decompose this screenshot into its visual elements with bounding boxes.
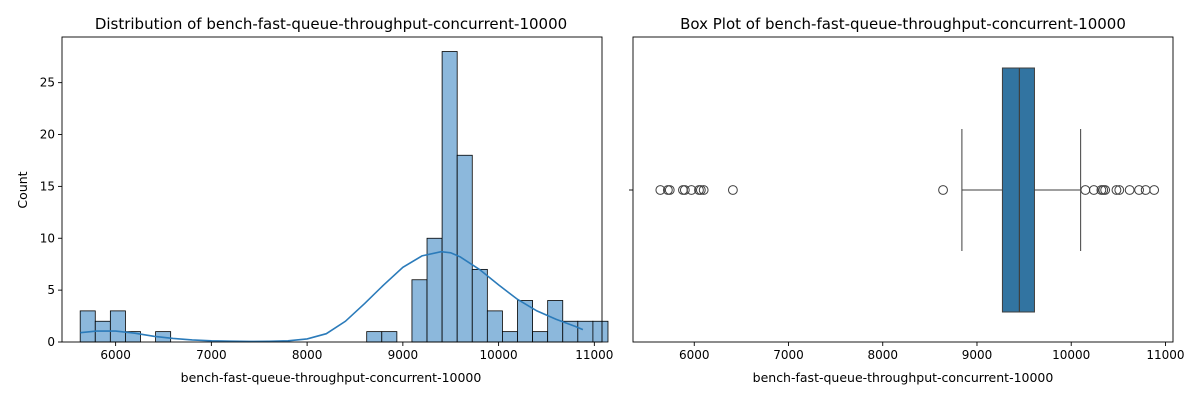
histogram-x-tick-label: 9000 [388,348,419,362]
histogram-y-label: Count [15,171,30,208]
histogram-x-tick-label: 11000 [575,348,613,362]
box-plot-outlier [1114,185,1125,195]
box-plot-outlier [678,185,688,195]
box-plot-outlier [686,185,697,195]
box-plot-outliers [655,185,1160,195]
histogram-bar [486,310,503,343]
box-plot-outlier [695,185,706,195]
box-plot-x-tick-label: 8000 [867,348,898,362]
histogram-bar [592,320,609,343]
box-plot-outlier [1134,185,1144,195]
box-plot-chart: Box Plot of bench-fast-queue-throughput-… [629,15,1185,385]
histogram-y-tick-label: 10 [40,231,55,245]
histogram-bar [502,331,518,343]
box-plot-outlier [1100,185,1111,195]
box-plot-outlier [938,185,948,195]
histogram-bar [456,154,473,343]
histogram-y-tick-label: 25 [40,76,55,90]
histogram-y-tick-label: 15 [40,179,55,193]
histogram-bar [366,331,383,343]
box-plot-outlier [1111,185,1122,195]
box-plot-outlier [679,185,690,195]
histogram-title: Distribution of bench-fast-queue-through… [95,15,567,33]
box-plot-outlier [727,185,738,195]
histogram-bar [79,310,96,343]
histogram-plot-frame [61,36,603,343]
box-plot-outlier [1140,185,1151,195]
histogram-bars [79,51,609,343]
box-plot-elements [961,67,1082,313]
box-plot-title: Box Plot of bench-fast-queue-throughput-… [680,15,1126,33]
histogram-x-tick-label: 10000 [480,348,518,362]
box-plot-outlier [1088,185,1099,195]
box-plot-x-tick-label: 7000 [773,348,804,362]
box-plot-outlier [1149,185,1160,195]
box-plot-outlier [698,185,709,195]
histogram-y-ticks: 0 5 10 15 20 25 [40,76,62,349]
histogram-bar [109,310,126,343]
histogram-x-ticks: 6000 7000 8000 9000 10000 11000 [100,342,613,362]
histogram-chart: Distribution of bench-fast-queue-through… [15,15,613,385]
histogram-bar [441,51,458,343]
box-plot-outlier [664,185,675,195]
box-plot-x-tick-label: 9000 [962,348,993,362]
box-plot-x-ticks: 6000 7000 8000 9000 10000 11000 [679,342,1185,362]
histogram-bar [411,279,428,343]
box-plot-outlier [1098,185,1109,195]
histogram-x-tick-label: 8000 [292,348,323,362]
histogram-bar [577,320,594,343]
histogram-y-tick-label: 20 [40,128,55,142]
histogram-y-tick-label: 5 [47,283,55,297]
box-plot-frame [632,36,1174,343]
histogram-bar [532,331,549,343]
histogram-y-tick-label: 0 [47,335,55,349]
kde-curve [80,250,584,343]
histogram-x-tick-label: 6000 [100,348,131,362]
box-plot-box [1001,67,1035,313]
box-plot-outlier [1124,185,1135,195]
box-plot-outlier [655,185,666,195]
histogram-x-tick-label: 7000 [196,348,227,362]
box-plot-outlier [1080,185,1091,195]
box-plot-x-tick-label: 11000 [1146,348,1184,362]
box-plot-x-label: bench-fast-queue-throughput-concurrent-1… [753,370,1054,385]
histogram-bar [381,331,398,343]
box-plot-x-tick-label: 10000 [1052,348,1090,362]
box-plot-x-tick-label: 6000 [679,348,710,362]
histogram-x-label: bench-fast-queue-throughput-concurrent-1… [181,370,482,385]
histogram-bar [471,268,488,343]
